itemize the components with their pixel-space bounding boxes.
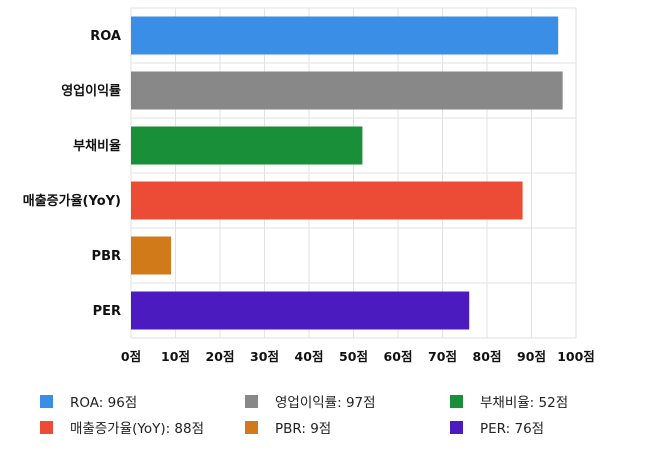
legend-label: 영업이익률: 97점 <box>275 395 376 411</box>
legend-label: PER: 76점 <box>480 421 545 437</box>
x-tick-label: 60점 <box>384 349 413 364</box>
legend-label: 부채비율: 52점 <box>480 395 569 411</box>
bar <box>131 181 523 220</box>
grid-lines <box>130 7 577 339</box>
bar <box>131 126 363 165</box>
category-label: 매출증가율(YoY) <box>23 193 121 209</box>
x-tick-label: 30점 <box>250 349 279 364</box>
legend: ROA: 96점 영업이익률: 97점 부채비율: 52점 매출증가율(YoY)… <box>40 388 640 440</box>
legend-item-revenue-growth: 매출증가율(YoY): 88점 <box>40 417 245 437</box>
x-axis-tick-labels: 0점 10점 20점 30점 40점 50점 60점 70점 80점 90점 100점 <box>121 349 595 364</box>
x-tick-label: 40점 <box>295 349 324 364</box>
bars <box>131 16 563 330</box>
legend-swatch <box>450 420 463 434</box>
legend-swatch <box>40 420 53 434</box>
bar <box>131 236 172 275</box>
x-tick-label: 90점 <box>517 349 546 364</box>
legend-item-operating-margin: 영업이익률: 97점 <box>245 391 450 411</box>
category-label: PER <box>93 304 121 319</box>
legend-label: PBR: 9점 <box>275 421 332 437</box>
category-label: 부채비율 <box>73 138 121 154</box>
category-label: ROA <box>90 29 121 44</box>
bar <box>131 16 559 55</box>
legend-swatch <box>40 394 53 408</box>
legend-row: ROA: 96점 영업이익률: 97점 부채비율: 52점 <box>40 388 640 414</box>
x-tick-label: 0점 <box>121 349 141 364</box>
category-label: PBR <box>92 249 121 264</box>
x-tick-label: 10점 <box>161 349 190 364</box>
category-label: 영업이익률 <box>61 83 121 99</box>
legend-label: ROA: 96점 <box>70 395 138 411</box>
legend-row: 매출증가율(YoY): 88점 PBR: 9점 PER: 76점 <box>40 414 640 440</box>
x-tick-label: 20점 <box>206 349 235 364</box>
legend-item-roa: ROA: 96점 <box>40 391 245 411</box>
legend-swatch <box>450 394 463 408</box>
legend-item-per: PER: 76점 <box>450 417 640 437</box>
legend-item-debt-ratio: 부채비율: 52점 <box>450 391 640 411</box>
legend-swatch <box>245 420 258 434</box>
x-tick-label: 100점 <box>557 349 595 364</box>
bar <box>131 71 563 110</box>
x-tick-label: 50점 <box>339 349 368 364</box>
legend-item-pbr: PBR: 9점 <box>245 417 450 437</box>
legend-swatch <box>245 394 258 408</box>
legend-label: 매출증가율(YoY): 88점 <box>70 421 205 437</box>
x-tick-label: 70점 <box>428 349 457 364</box>
bar <box>131 291 470 330</box>
x-tick-label: 80점 <box>473 349 502 364</box>
